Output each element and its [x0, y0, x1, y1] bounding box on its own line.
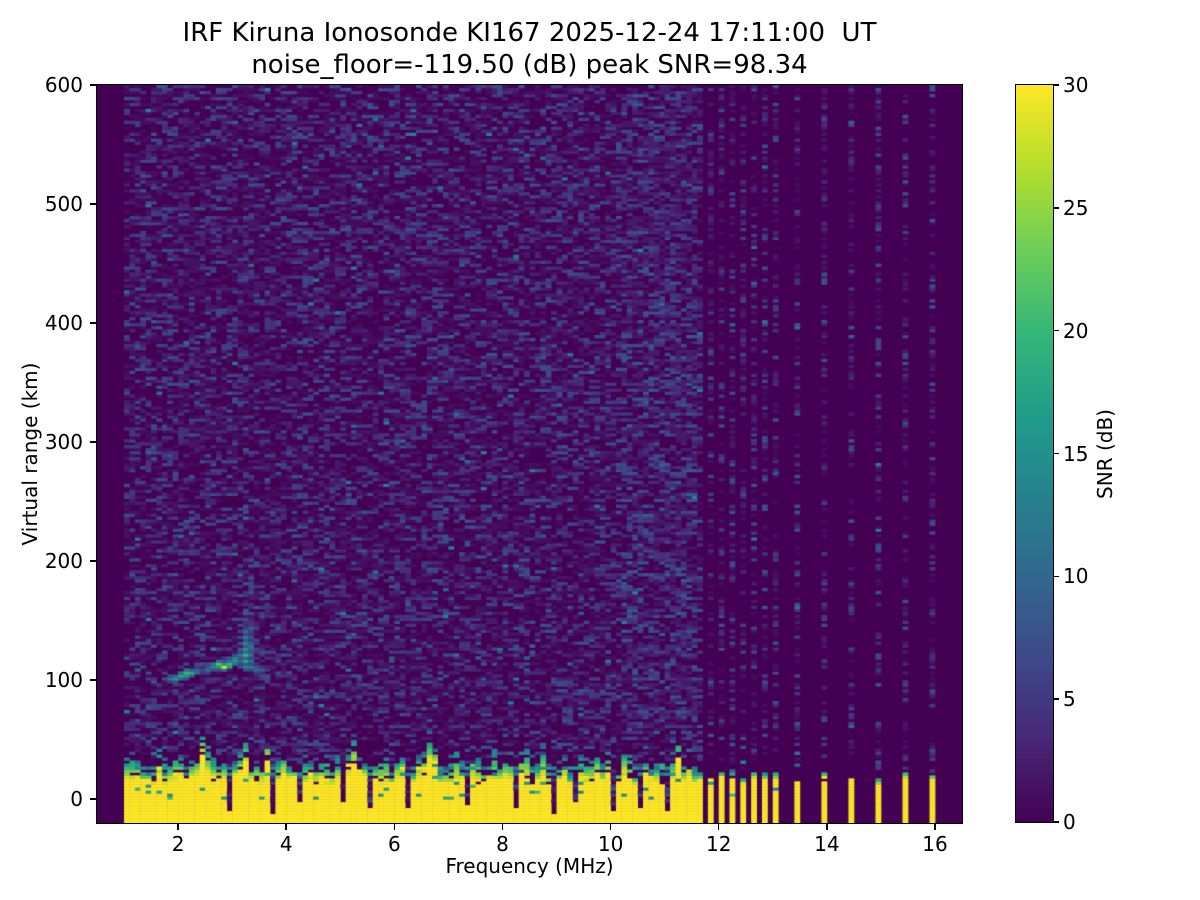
y-tick-mark	[90, 798, 97, 800]
x-tick-label: 16	[922, 832, 948, 856]
colorbar-tick-label: 30	[1063, 73, 1089, 97]
colorbar-tick-label: 25	[1063, 195, 1089, 220]
x-tick-label: 2	[171, 832, 185, 856]
x-tick-label: 6	[387, 832, 401, 856]
x-tick-mark	[501, 823, 504, 830]
x-tick-label: 4	[279, 832, 293, 856]
colorbar-gradient	[1016, 85, 1053, 822]
y-tick-label: 500	[44, 192, 83, 217]
y-axis-label: Virtual range (km)	[18, 362, 42, 546]
x-tick-label: 14	[814, 832, 840, 856]
y-tick-mark	[90, 679, 97, 681]
y-tick-label: 0	[70, 787, 83, 812]
colorbar-tick-label: 20	[1063, 318, 1089, 343]
colorbar-label: SNR (dB)	[1093, 409, 1117, 499]
colorbar-tick-mark	[1053, 575, 1059, 578]
colorbar-tick-mark	[1053, 329, 1059, 332]
colorbar-tick-mark	[1053, 698, 1059, 700]
colorbar-tick-mark	[1053, 207, 1059, 209]
x-tick-label: 12	[705, 832, 732, 856]
y-tick-label: 600	[44, 73, 83, 97]
colorbar-tick-mark	[1053, 84, 1059, 86]
colorbar-tick-label: 0	[1063, 810, 1076, 834]
colorbar-tick-label: 5	[1063, 687, 1076, 712]
x-tick-mark	[393, 823, 396, 830]
ionogram-heatmap	[97, 85, 962, 823]
y-tick-label: 200	[44, 549, 83, 574]
plot-subtitle: noise_floor=-119.50 (dB) peak SNR=98.34	[251, 50, 808, 80]
colorbar-tick-mark	[1053, 452, 1059, 455]
y-tick-mark	[90, 84, 97, 86]
x-tick-mark	[177, 823, 179, 830]
x-axis-label: Frequency (MHz)	[445, 854, 614, 878]
y-tick-mark	[90, 203, 97, 205]
colorbar-tick-label: 15	[1063, 441, 1089, 466]
x-tick-label: 8	[496, 832, 509, 856]
y-tick-label: 300	[44, 430, 83, 455]
colorbar-tick-label: 10	[1063, 564, 1089, 589]
x-tick-label: 10	[597, 832, 624, 856]
y-tick-label: 400	[44, 311, 83, 336]
plot-title: IRF Kiruna Ionosonde KI167 2025-12-24 17…	[182, 18, 877, 48]
y-tick-mark	[90, 322, 97, 324]
y-tick-mark	[90, 441, 97, 443]
x-tick-mark	[609, 823, 612, 830]
x-tick-mark	[934, 823, 936, 830]
x-tick-mark	[717, 823, 720, 830]
x-tick-mark	[285, 823, 287, 830]
x-tick-mark	[826, 823, 828, 830]
y-tick-label: 100	[44, 668, 83, 693]
y-tick-mark	[90, 560, 97, 562]
colorbar-tick-mark	[1053, 821, 1059, 823]
